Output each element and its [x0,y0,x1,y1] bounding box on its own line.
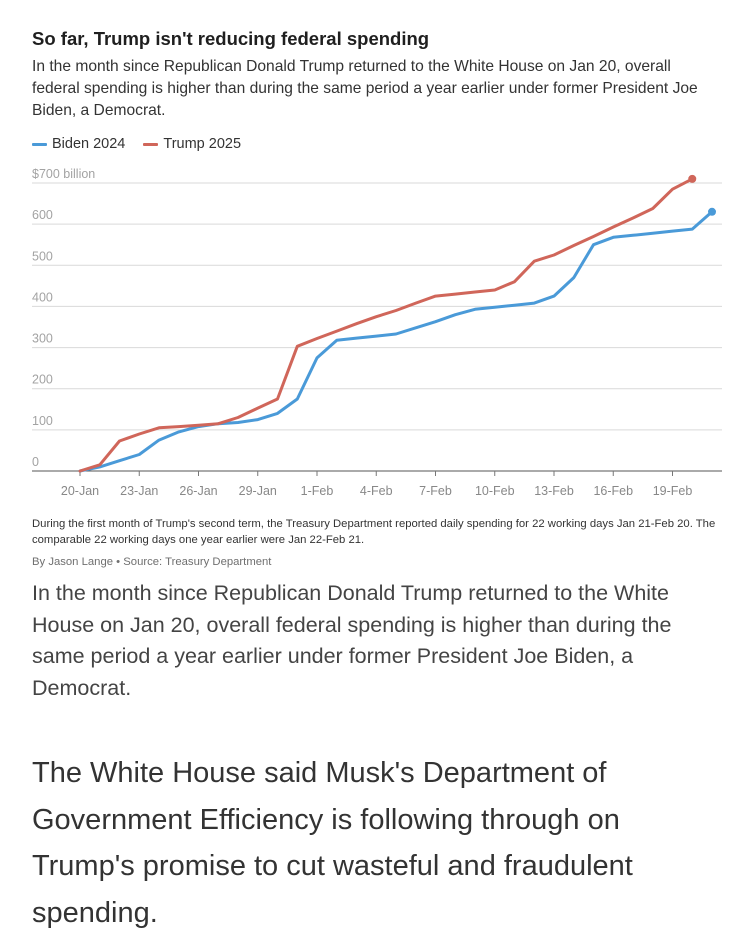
data-point-1 [316,337,319,340]
y-tick-label: 200 [32,373,53,387]
data-point-1 [98,463,101,466]
x-tick-label: 7-Feb [419,484,452,498]
data-point-0 [118,459,121,462]
data-point-0 [395,332,398,335]
data-point-1 [375,315,378,318]
legend-label-trump: Trump 2025 [163,136,242,152]
legend-swatch-biden [32,142,47,146]
data-point-1 [533,260,536,263]
chart-title: So far, Trump isn't reducing federal spe… [32,28,430,49]
y-tick-label: 100 [32,414,53,428]
data-point-1 [414,302,417,305]
x-tick-label: 13-Feb [534,484,574,498]
data-point-0 [237,421,240,424]
data-point-1 [237,416,240,419]
article-paragraph-1: In the month since Republican Donald Tru… [32,581,672,700]
series-end-marker-1 [688,174,697,183]
data-point-0 [434,320,437,323]
data-point-0 [651,232,654,235]
y-tick-label: 500 [32,249,53,263]
data-point-1 [572,244,575,247]
data-point-1 [671,188,674,191]
data-point-1 [296,345,299,348]
y-tick-label: 300 [32,332,53,346]
y-tick-label: $700 billion [32,167,95,181]
data-point-0 [158,439,161,442]
data-point-0 [612,236,615,239]
data-point-1 [592,235,595,238]
series-line-1 [78,177,694,473]
data-point-0 [592,243,595,246]
legend-label-biden: Biden 2024 [52,136,126,152]
data-point-0 [454,313,457,316]
data-point-1 [632,216,635,219]
data-point-0 [296,398,299,401]
x-tick-label: 16-Feb [593,484,633,498]
data-point-0 [316,356,319,359]
data-point-0 [138,453,141,456]
data-point-1 [553,254,556,257]
data-point-0 [375,335,378,338]
data-point-1 [454,293,457,296]
data-point-1 [355,322,358,325]
data-point-0 [177,430,180,433]
chart-legend: Biden 2024 Trump 2025 [32,136,241,152]
series-line-0 [78,210,714,473]
article-paragraph-2: The White House said Musk's Department o… [32,757,633,929]
data-point-0 [691,228,694,231]
y-tick-label: 0 [32,455,39,469]
data-point-0 [553,295,556,298]
data-point-0 [355,337,358,340]
data-point-1 [493,288,496,291]
data-point-0 [513,304,516,307]
data-point-1 [513,280,516,283]
data-point-1 [138,432,141,435]
data-point-0 [276,412,279,415]
x-tick-label: 20-Jan [61,484,99,498]
data-point-1 [335,330,338,333]
data-point-0 [533,302,536,305]
legend-item-biden: Biden 2024 [32,136,125,152]
data-point-1 [217,422,220,425]
data-point-0 [671,230,674,233]
data-point-0 [493,306,496,309]
x-tick-label: 29-Jan [239,484,277,498]
data-point-1 [197,424,200,427]
x-tick-label: 23-Jan [120,484,158,498]
data-point-1 [256,407,259,410]
x-tick-label: 1-Feb [301,484,334,498]
data-point-0 [414,326,417,329]
line-chart: 0 100 200 300 400 500 600 $700 billion 20-Jan 23-… [32,167,722,498]
series-end-marker-0 [708,207,716,216]
data-point-0 [632,234,635,237]
data-point-1 [158,426,161,429]
data-point-1 [395,309,398,312]
y-tick-label: 400 [32,290,53,304]
data-point-1 [276,398,279,401]
data-point-0 [474,308,477,311]
legend-swatch-trump [143,142,159,146]
data-point-1 [177,425,180,428]
legend-item-trump: Trump 2025 [143,136,241,152]
x-tick-label: 4-Feb [360,484,393,498]
y-tick-label: 600 [32,208,53,222]
chart-subtitle: In the month since Republican Donald Tru… [32,58,698,119]
x-tick-label: 26-Jan [179,484,217,498]
chart-footnote: During the first month of Trump's second… [32,518,716,546]
data-point-0 [335,339,338,342]
data-point-1 [79,470,82,473]
chart-byline: By Jason Lange • Source: Treasury Depart… [32,556,272,568]
data-point-1 [612,226,615,229]
data-point-1 [118,439,121,442]
x-tick-label: 10-Feb [475,484,515,498]
data-point-1 [434,295,437,298]
data-point-1 [474,291,477,294]
x-tick-label: 19-Feb [653,484,693,498]
data-point-1 [651,207,654,210]
data-point-0 [256,418,259,421]
data-point-0 [572,276,575,279]
